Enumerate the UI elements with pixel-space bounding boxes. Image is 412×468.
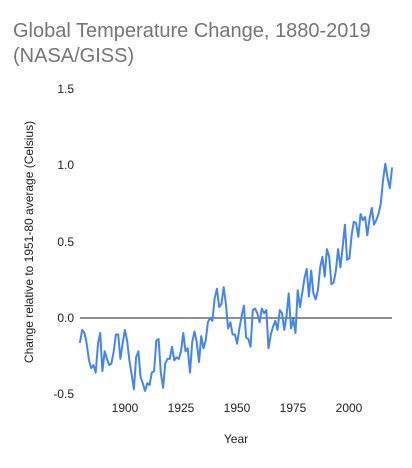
- x-tick-label: 1900: [112, 401, 139, 415]
- temperature-series-line: [80, 164, 392, 391]
- y-tick-label: 0.0: [57, 311, 74, 325]
- x-axis-ticks: 1900 1925 1950 1975 2000: [112, 401, 363, 415]
- y-tick-label: 1.0: [57, 158, 74, 172]
- y-tick-label: -0.5: [53, 387, 74, 401]
- y-tick-label: 1.5: [57, 82, 74, 96]
- x-tick-label: 2000: [336, 401, 363, 415]
- y-tick-label: 0.5: [57, 235, 74, 249]
- x-tick-label: 1975: [280, 401, 307, 415]
- x-tick-label: 1950: [224, 401, 251, 415]
- x-tick-label: 1925: [168, 401, 195, 415]
- x-axis-title: Year: [224, 432, 248, 446]
- y-axis-ticks: -0.5 0.0 0.5 1.0 1.5: [53, 82, 74, 401]
- y-axis-title: Change relative to 1951-80 average (Cels…: [22, 121, 36, 363]
